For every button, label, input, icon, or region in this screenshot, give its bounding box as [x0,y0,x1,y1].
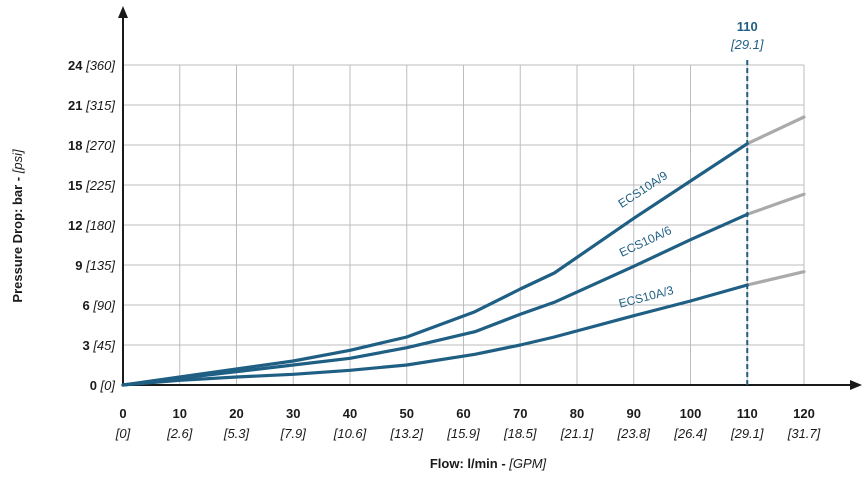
y-tick-label: 15 [225] [68,178,115,193]
x-tick-label: 70 [513,406,527,421]
x-tick-label: 80 [570,406,584,421]
series-label: ECS10A/9 [616,168,671,211]
x-axis-title: Flow: l/min - [GPM] [430,456,547,471]
x-tick-sublabel: [10.6] [333,426,367,441]
series-extension-line [745,115,806,146]
max-flow-marker-sublabel: [29.1] [730,37,764,52]
x-tick-sublabel: [0] [115,426,131,441]
tick-labels: 0 [0] 10 [2.6] 20 [5.3] 30 [7.9] 40 [10.6] 50 [13.2… [68,58,821,441]
series-label: ECS10A/6 [617,223,674,260]
x-tick-label: 10 [173,406,187,421]
x-tick-label: 50 [400,406,414,421]
y-axis-title: Pressure Drop: bar - [psi] [10,149,25,303]
series-lines [121,115,806,387]
series-extension-line [745,270,806,287]
y-tick-label: 0 [0] [90,378,116,393]
x-tick-label: 20 [229,406,243,421]
x-axis-title-main: Flow: l/min [430,456,498,471]
x-tick-sublabel: [23.8] [616,426,650,441]
x-tick-sublabel: [29.1] [730,426,764,441]
x-tick-sublabel: [21.1] [560,426,594,441]
y-tick-label: 18 [270] [68,138,115,153]
y-axis-arrow [118,6,128,18]
series-line [121,142,749,387]
marker-line: 110 [29.1] [730,19,764,385]
x-tick-label: 40 [343,406,357,421]
x-tick-sublabel: [13.2] [389,426,423,441]
x-tick-label: 60 [456,406,470,421]
x-tick-sublabel: [7.9] [280,426,307,441]
x-axis-title-unit: [GPM] [508,456,546,471]
x-tick-label: 120 [793,406,815,421]
y-tick-label: 6 [90] [82,298,115,313]
series-extension-line [745,192,806,216]
y-tick-label: 9 [135] [75,258,115,273]
y-axis-title-unit: [psi] [10,149,25,174]
grid [123,64,805,385]
x-tick-label: 0 [119,406,126,421]
x-tick-sublabel: [2.6] [166,426,193,441]
max-flow-marker-label: 110 [737,19,758,34]
x-tick-sublabel: [18.5] [503,426,537,441]
y-tick-label: 3 [45] [82,338,115,353]
y-axis-title-main: Pressure Drop: bar [10,185,25,303]
series-line [121,212,749,387]
x-tick-label: 90 [627,406,641,421]
y-tick-label: 24 [360] [68,58,115,73]
y-tick-label: 21 [315] [68,98,115,113]
x-tick-sublabel: [31.7] [787,426,821,441]
axes [118,6,862,390]
x-tick-label: 30 [286,406,300,421]
x-axis-arrow [850,380,862,390]
series-line [121,283,749,387]
x-tick-sublabel: [26.4] [673,426,707,441]
y-tick-label: 12 [180] [68,218,115,233]
x-tick-label: 110 [737,406,758,421]
x-tick-label: 100 [680,406,702,421]
x-tick-sublabel: [15.9] [446,426,480,441]
x-tick-sublabel: [5.3] [223,426,250,441]
